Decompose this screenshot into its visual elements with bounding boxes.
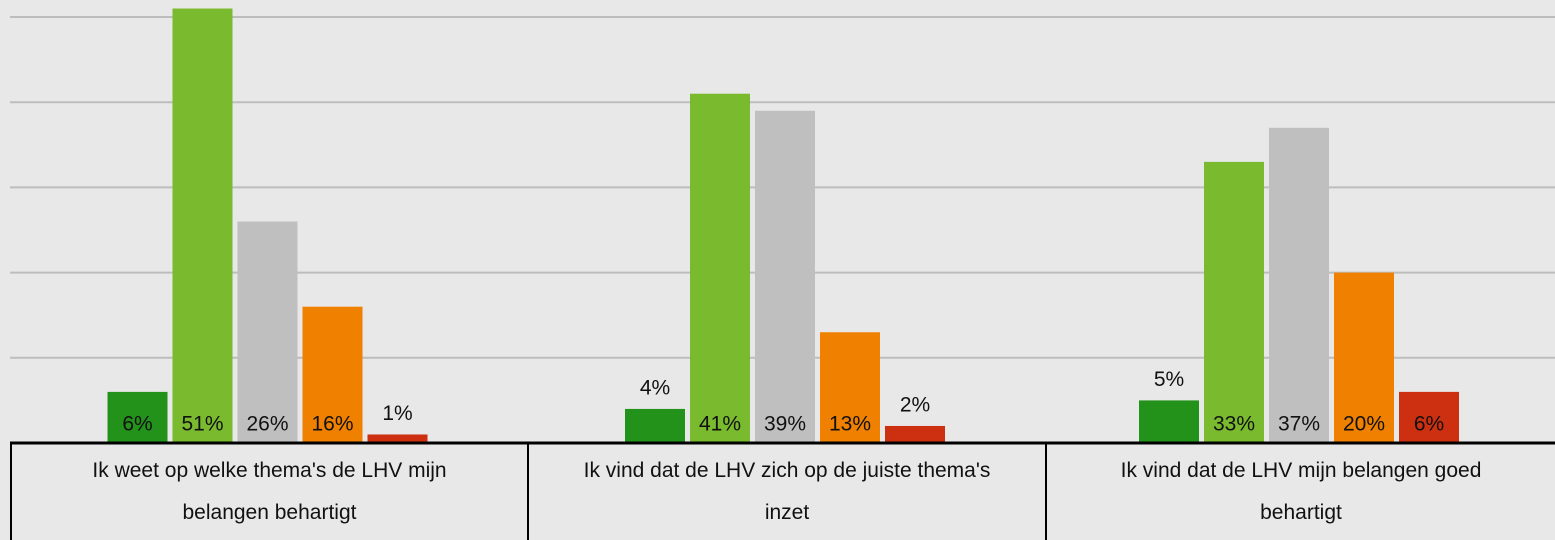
bar [820, 332, 880, 443]
bar [302, 306, 363, 443]
bar [1399, 391, 1459, 443]
bar [1334, 272, 1394, 443]
value-label: 16% [311, 413, 353, 436]
value-label: 39% [764, 413, 806, 436]
bar [1269, 127, 1329, 444]
value-label: 51% [181, 413, 223, 436]
value-label: 5% [1154, 368, 1184, 391]
bar [367, 434, 428, 443]
bar [690, 93, 750, 443]
category-label: Ik vind dat de LHV mijn belangen goed be… [1045, 443, 1555, 540]
value-label: 26% [246, 413, 288, 436]
value-label: 2% [900, 394, 930, 417]
bar [172, 8, 233, 444]
bar [1204, 161, 1264, 443]
value-label: 1% [382, 402, 412, 425]
value-label: 6% [122, 413, 152, 436]
bar [755, 110, 815, 443]
value-label: 13% [829, 413, 871, 436]
value-label: 41% [699, 413, 741, 436]
category-label: Ik vind dat de LHV zich op de juiste the… [527, 443, 1047, 540]
category-label: Ik weet op welke thema's de LHV mijn bel… [10, 443, 529, 540]
bar [1139, 400, 1199, 443]
value-label: 20% [1343, 413, 1385, 436]
value-label: 33% [1213, 413, 1255, 436]
bar [107, 391, 168, 443]
bar [237, 221, 298, 443]
value-label: 37% [1278, 413, 1320, 436]
bar [625, 408, 685, 443]
bar [885, 425, 945, 443]
value-label: 6% [1414, 413, 1444, 436]
value-label: 4% [640, 376, 670, 399]
